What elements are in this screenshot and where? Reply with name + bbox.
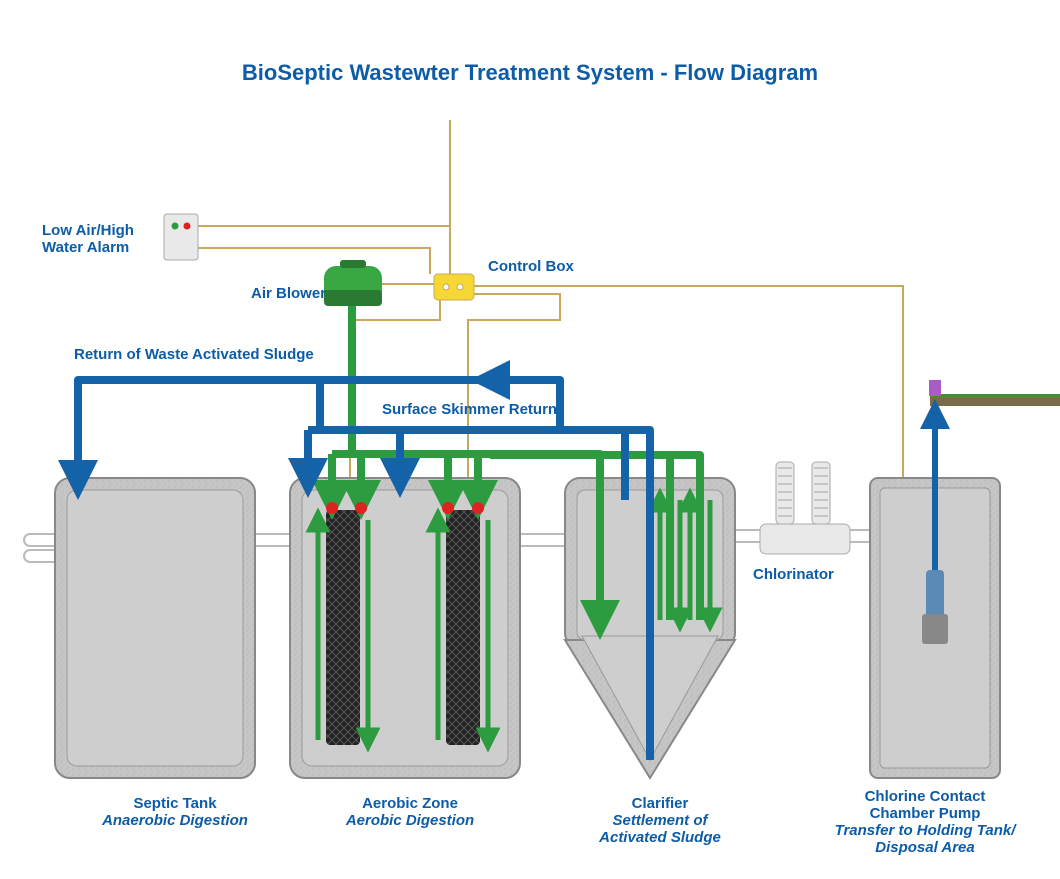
clarifier-tank [565, 478, 735, 778]
aerobic-caption: Aerobic Zone Aerobic Digestion [320, 795, 500, 829]
control-box-label: Control Box [488, 258, 574, 275]
diffuser-nodes [326, 502, 484, 514]
chlorinator-label: Chlorinator [753, 566, 834, 583]
septic-caption: Septic Tank Anaerobic Digestion [85, 795, 265, 829]
media-column-2 [446, 510, 480, 745]
clarifier-caption: Clarifier Settlement of Activated Sludge [570, 795, 750, 846]
septic-caption-sub: Anaerobic Digestion [85, 812, 265, 829]
chlorine-caption: Chlorine Contact Chamber Pump Transfer t… [820, 788, 1030, 856]
return-sludge-label: Return of Waste Activated Sludge [74, 346, 314, 363]
chlorine-caption-main: Chlorine Contact Chamber Pump [865, 788, 986, 822]
white-pipes [30, 508, 872, 556]
air-blower-label: Air Blower [251, 285, 326, 302]
alarm-box [164, 214, 198, 260]
alarm-label: Low Air/High Water Alarm [42, 222, 134, 256]
media-column-1 [326, 510, 360, 745]
septic-caption-main: Septic Tank [133, 795, 216, 812]
diagram-title: BioSeptic Wastewter Treatment System - F… [0, 60, 1060, 86]
clarifier-caption-sub: Settlement of Activated Sludge [570, 812, 750, 846]
aerobic-caption-sub: Aerobic Digestion [320, 812, 500, 829]
diagram-canvas [0, 0, 1060, 879]
ground-strip [930, 394, 1060, 406]
air-blower [324, 260, 382, 306]
septic-tank [55, 478, 255, 778]
wires [198, 120, 903, 510]
chlorinator-unit [760, 462, 850, 554]
aerobic-caption-main: Aerobic Zone [362, 795, 458, 812]
control-box [434, 274, 474, 300]
chlorine-caption-sub: Transfer to Holding Tank/ Disposal Area [820, 822, 1030, 856]
skimmer-label: Surface Skimmer Return [382, 401, 557, 418]
air-pipes [318, 306, 710, 740]
aerobic-tank [290, 478, 520, 778]
pump [922, 570, 948, 644]
clarifier-caption-main: Clarifier [632, 795, 689, 812]
vent-cap [929, 380, 941, 396]
chlorine-tank [870, 478, 1000, 778]
